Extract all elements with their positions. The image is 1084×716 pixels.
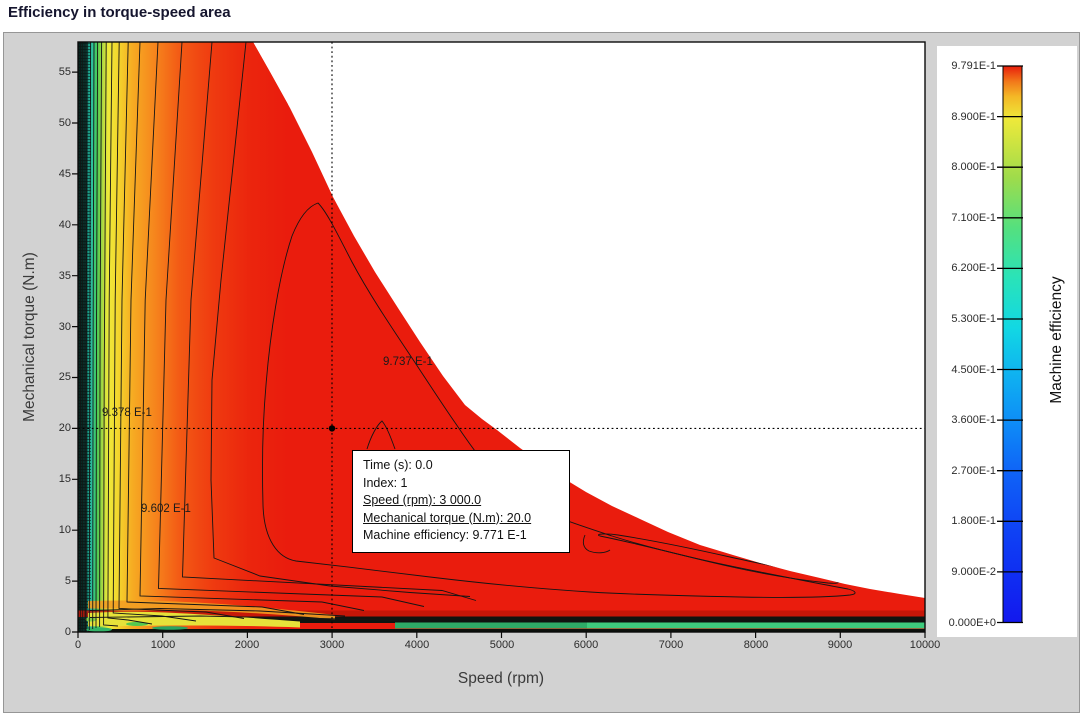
tooltip-speed: Speed (rpm): 3 000.0 (363, 493, 482, 507)
selected-point-marker (328, 425, 336, 432)
x-tick-label: 3000 (319, 639, 345, 651)
colorbar-title: Machine efficiency (1048, 276, 1065, 404)
x-tick-label: 4000 (404, 639, 430, 651)
y-tick-label: 5 (64, 575, 71, 587)
x-tick-label: 1000 (150, 639, 176, 651)
x-tick-label: 5000 (489, 639, 515, 651)
x-tick-label: 6000 (573, 639, 599, 651)
y-tick-label: 30 (58, 321, 71, 333)
colorbar-tick-label: 7.100E-1 (951, 212, 996, 224)
y-axis-title: Mechanical torque (N.m) (21, 252, 38, 422)
x-tick-label: 8000 (743, 639, 769, 651)
x-tick-label: 2000 (234, 639, 260, 651)
colorbar-tick-label: 9.000E-2 (951, 566, 996, 578)
y-tick-label: 10 (58, 524, 71, 536)
y-axis-tick-marks (72, 71, 78, 633)
colorbar-tick-label: 3.600E-1 (951, 414, 996, 426)
x-axis-tick-marks (77, 632, 926, 638)
colorbar-tick-label: 8.000E-1 (951, 161, 996, 173)
colorbar-tick-label: 1.800E-1 (951, 515, 996, 527)
y-tick-label: 55 (58, 66, 71, 78)
colorbar-tick-label: 6.200E-1 (951, 262, 996, 274)
x-tick-label: 7000 (658, 639, 684, 651)
colorbar-tick-label: 9.791E-1 (951, 60, 996, 72)
contour-label-9602: 9.602 E-1 (141, 503, 191, 515)
colorbar-tick-label: 8.900E-1 (951, 111, 996, 123)
contour-label-9378: 9.378 E-1 (102, 407, 152, 419)
x-axis-title: Speed (rpm) (457, 670, 545, 687)
x-tick-label: 0 (74, 639, 82, 651)
colorbar-gradient (1002, 65, 1023, 623)
crosshair (78, 42, 925, 632)
y-tick-label: 15 (58, 473, 71, 485)
colorbar-tick-label: 5.300E-1 (951, 313, 996, 325)
page-title: Efficiency in torque-speed area (8, 4, 231, 21)
y-tick-label: 20 (58, 422, 71, 434)
probe-tooltip: Time (s): 0.0 Index: 1 Speed (rpm): 3 00… (352, 450, 570, 553)
colorbar-tick-marks (997, 65, 1023, 624)
tooltip-efficiency: Machine efficiency: 9.771 E-1 (363, 528, 527, 542)
y-tick-label: 50 (58, 117, 71, 129)
colorbar-tick-label: 0.000E+0 (948, 617, 996, 629)
y-tick-label: 35 (58, 270, 71, 282)
y-tick-label: 25 (58, 371, 71, 383)
x-tick-label: 9000 (827, 639, 853, 651)
colorbar-tick-label: 4.500E-1 (951, 364, 996, 376)
y-tick-label: 40 (58, 219, 71, 231)
tooltip-index: Index: 1 (363, 475, 408, 490)
tooltip-time: Time (s): 0.0 (363, 458, 433, 472)
tooltip-torque: Mechanical torque (N.m): 20.0 (363, 510, 532, 525)
y-tick-label: 45 (58, 168, 71, 180)
y-tick-label: 0 (64, 626, 71, 638)
colorbar-tick-label: 2.700E-1 (951, 465, 996, 477)
contour-label-9737: 9.737 E-1 (383, 356, 433, 368)
x-tick-label: 10000 (909, 639, 941, 651)
